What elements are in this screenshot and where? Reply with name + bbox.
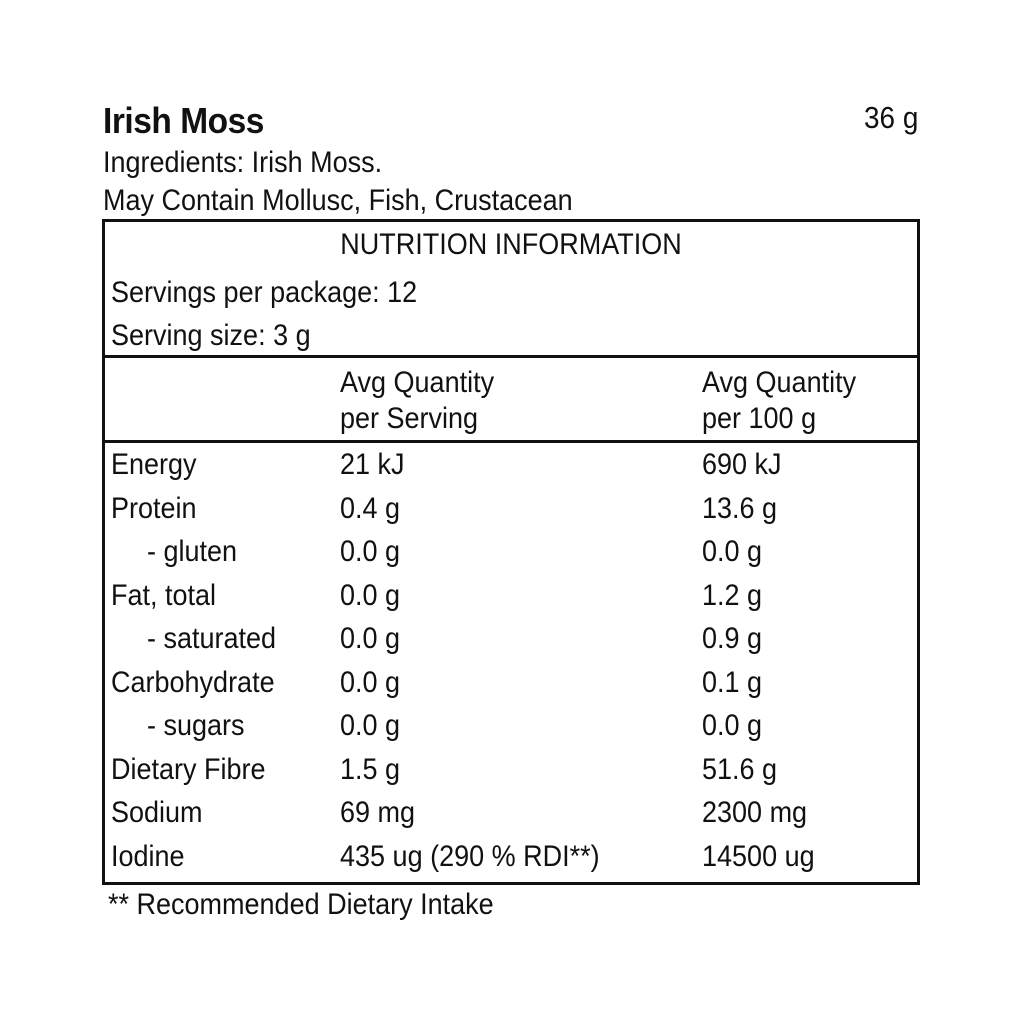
per-serving-value: 0.4 g [340, 491, 401, 525]
per-100g-value: 2300 mg [702, 796, 808, 829]
per-serving-value: 21 kJ [340, 448, 405, 481]
per-serving-value: 0.0 g [340, 622, 401, 655]
per-serving-value: 0.0 g [340, 709, 401, 742]
divider [105, 355, 917, 358]
nutrient-name: - sugars [147, 709, 245, 742]
product-name: Irish Moss [103, 100, 264, 141]
per-100g-value: 690 kJ [702, 448, 782, 481]
per-100g-value: 1.2 g [702, 578, 763, 612]
nutrient-name: Carbohydrate [111, 665, 275, 699]
per-serving-value: 1.5 g [340, 752, 401, 786]
table-row: Sodium 69 mg 2300 mg [105, 796, 917, 840]
nutrition-title: NUTRITION INFORMATION [340, 228, 682, 261]
divider [105, 440, 917, 443]
header-per-serving-line1: Avg Quantity [340, 366, 495, 399]
nutrient-name: Fat, total [111, 578, 217, 612]
nutrition-rows: Energy 21 kJ 690 kJ Protein 0.4 g 13.6 g - g… [105, 448, 917, 883]
ingredients-text: Ingredients: Irish Moss. [103, 146, 383, 179]
nutrient-name: Dietary Fibre [111, 752, 266, 786]
table-row: Dietary Fibre 1.5 g 51.6 g [105, 753, 917, 797]
header-per-100g: Avg Quantity per 100 g [702, 365, 856, 437]
per-serving-value: 0.0 g [340, 665, 401, 699]
per-100g-value: 51.6 g [702, 752, 778, 786]
per-100g-value: 0.9 g [702, 622, 763, 655]
nutrient-name: Iodine [111, 839, 185, 873]
nutrition-panel: NUTRITION INFORMATION Servings per packa… [102, 219, 920, 885]
per-100g-value: 14500 ug [702, 839, 815, 873]
per-serving-value: 435 ug (290 % RDI**) [340, 839, 600, 873]
table-row: Energy 21 kJ 690 kJ [105, 448, 917, 492]
servings-per-package: Servings per package: 12 [111, 276, 418, 309]
header-per-100g-line1: Avg Quantity [702, 366, 857, 399]
per-100g-value: 0.1 g [702, 665, 763, 699]
per-serving-value: 0.0 g [340, 578, 401, 612]
per-100g-value: 13.6 g [702, 491, 778, 525]
footnote: ** Recommended Dietary Intake [108, 888, 494, 921]
net-weight: 36 g [863, 100, 918, 135]
per-100g-value: 0.0 g [702, 709, 763, 742]
table-row: - sugars 0.0 g 0.0 g [105, 709, 917, 753]
table-row: Protein 0.4 g 13.6 g [105, 492, 917, 536]
per-serving-value: 69 mg [340, 796, 416, 829]
nutrient-name: Sodium [111, 796, 203, 829]
nutrient-name: Protein [111, 491, 197, 525]
nutrient-name: - gluten [147, 535, 238, 568]
table-row: Fat, total 0.0 g 1.2 g [105, 579, 917, 623]
serving-size: Serving size: 3 g [111, 319, 311, 352]
header-per-serving: Avg Quantity per Serving [340, 365, 494, 437]
per-100g-value: 0.0 g [702, 535, 763, 568]
nutrient-name: - saturated [147, 622, 277, 655]
table-row: Carbohydrate 0.0 g 0.1 g [105, 666, 917, 710]
header-per-100g-line2: per 100 g [702, 402, 817, 435]
table-row: - saturated 0.0 g 0.9 g [105, 622, 917, 666]
nutrient-name: Energy [111, 448, 197, 481]
table-row: - gluten 0.0 g 0.0 g [105, 535, 917, 579]
allergen-note: May Contain Mollusc, Fish, Crustacean [103, 184, 573, 217]
table-row: Iodine 435 ug (290 % RDI**) 14500 ug [105, 840, 917, 884]
header-per-serving-line2: per Serving [340, 402, 479, 435]
per-serving-value: 0.0 g [340, 535, 401, 568]
